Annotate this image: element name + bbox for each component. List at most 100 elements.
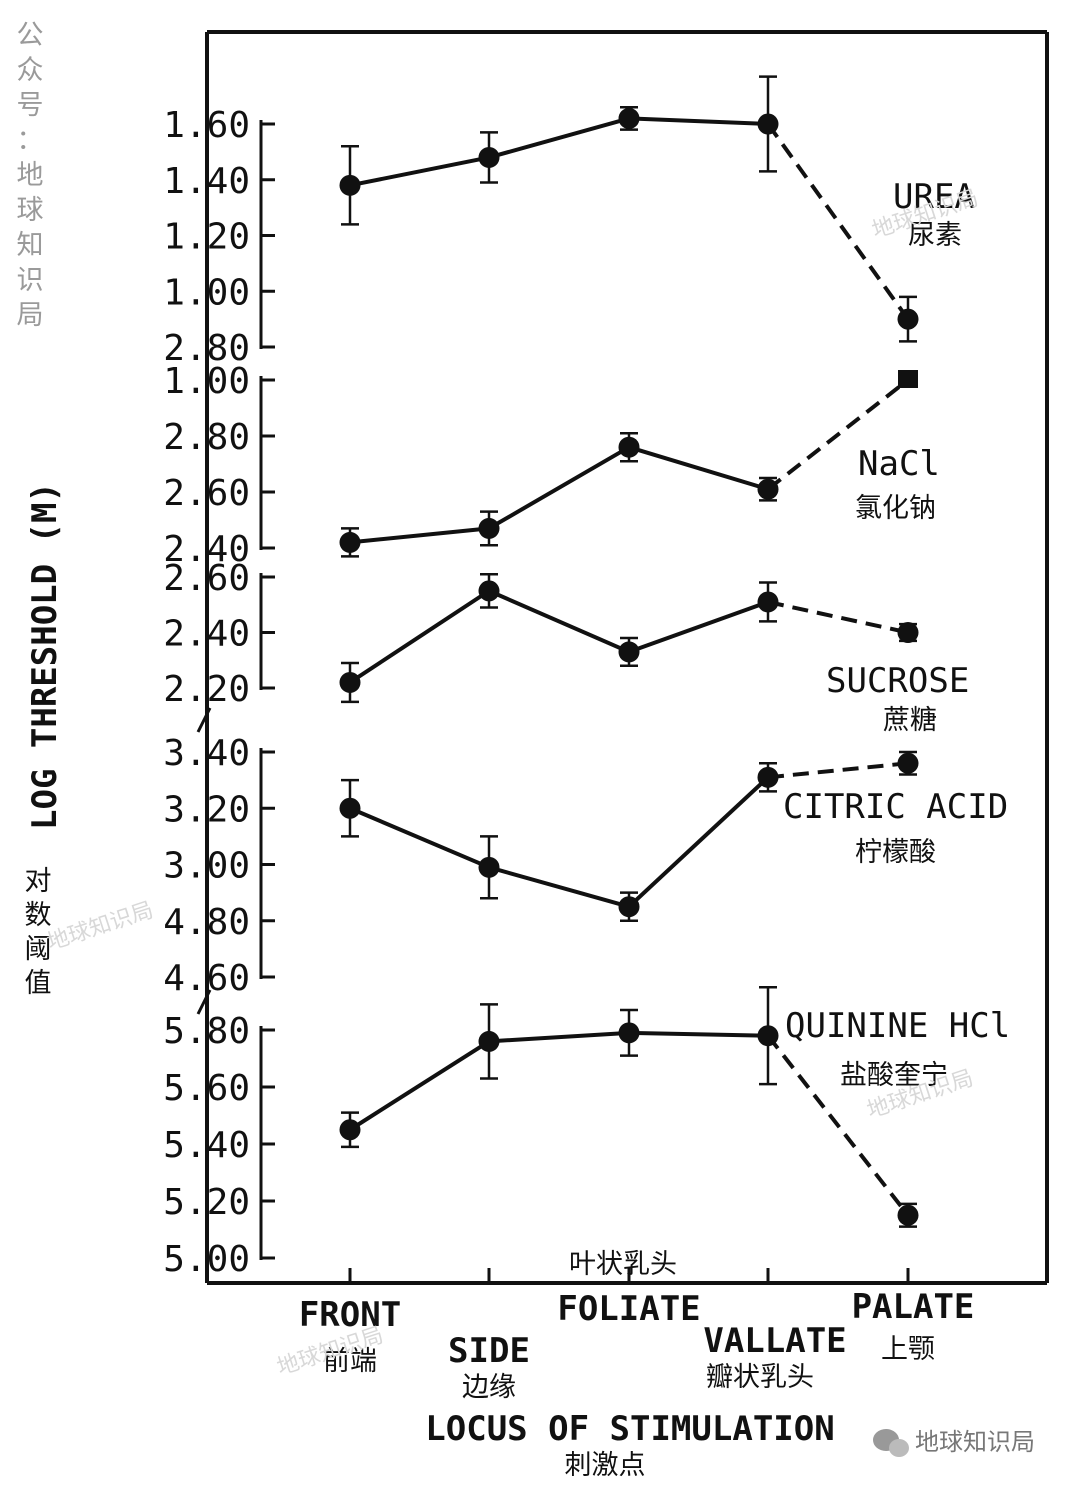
x-category-label: PALATE [852,1287,975,1327]
data-point [757,113,779,135]
y-tick-label: 1.00 [163,272,250,313]
data-point [478,580,500,602]
x-axis-title: LOCUS OF STIMULATION [425,1409,834,1449]
data-point [618,436,640,458]
data-point [339,671,361,693]
x-category-label-cn: 边缘 [462,1372,516,1403]
series-layer [339,75,919,1228]
x-category-label-cn: 上颚 [881,1334,935,1365]
x-category-label-cn: 瓣状乳头 [706,1362,814,1393]
series-label-cn: 氯化钠 [855,493,936,524]
x-axis-title-cn: 刺激点 [565,1450,646,1481]
series-segment-dashed [767,761,909,780]
series-label-cn: 盐酸奎宁 [840,1060,948,1091]
y-tick-label: 1.40 [163,161,250,202]
series-segment [628,600,769,654]
x-category-label-cn: 叶状乳头 [569,1249,677,1280]
inner-y-axes: 1.601.401.201.002.801.002.802.602.402.60… [163,105,275,1280]
series-segment [348,1039,491,1132]
y-axis-title: LOG THRESHOLD (M) [25,482,65,830]
data-point [757,591,779,613]
y-tick-label: 2.80 [163,417,250,458]
series-segment-dashed [766,378,910,491]
data-point [478,146,500,168]
wechat-icon [873,1429,909,1457]
series-label: NaCl [858,444,940,484]
data-point [478,517,500,539]
data-point [478,856,500,878]
data-point [757,766,779,788]
y-tick-label: 3.40 [163,733,250,774]
data-point [618,1022,640,1044]
series-segment [488,1030,630,1044]
y-tick-label: 5.80 [163,1011,250,1052]
series-label: SUCROSE [826,661,969,701]
y-tick-label: 2.40 [163,614,250,655]
series-segment [487,445,631,531]
data-point [618,641,640,663]
y-tick-label: 3.00 [163,846,250,887]
y-tick-label: 5.40 [163,1125,250,1166]
data-point [339,531,361,553]
series-label: QUININE HCl [785,1006,1010,1046]
y-tick-label: 3.20 [163,789,250,830]
side-watermark-char: 知 [17,230,44,261]
y-tick-label: 2.60 [163,473,250,514]
y-tick-label: 5.20 [163,1182,250,1223]
data-point [618,107,640,129]
x-category-label: VALLATE [703,1321,846,1361]
data-point [757,478,779,500]
side-watermark-char: 公 [17,20,44,51]
series-segment [348,589,491,685]
series-segment-dashed [766,1034,910,1217]
footer-brand-text: 地球知识局 [915,1428,1035,1456]
y-tick-label: 2.20 [163,669,250,710]
series-label-cn: 柠檬酸 [855,837,936,868]
data-point [478,1030,500,1052]
data-point [898,370,918,388]
y-tick-label: 2.80 [163,328,250,369]
series-label: UREA [893,177,975,217]
y-tick-label: 1.60 [163,105,250,146]
series-segment [628,116,769,126]
series-segment [627,775,770,909]
side-watermark-char: 地 [17,160,44,191]
x-category-label-cn: 前端 [323,1346,377,1377]
side-watermark-char: ： [17,125,44,156]
data-point [339,797,361,819]
y-tick-label: 1.20 [163,217,250,258]
series-label-cn: 蔗糖 [883,705,937,736]
y-axis-3: 2.60 2.40 2.20 [163,558,275,710]
x-category-label: FRONT [299,1295,401,1335]
series-2 [339,370,918,558]
y-tick-label: 4.60 [163,958,250,999]
data-point [897,622,919,643]
series-4 [339,750,919,922]
y-axis-5: 5.80 5.60 5.40 5.20 5.00 [163,1011,275,1280]
y-tick-label: 1.00 [163,361,250,402]
series-segment [488,116,630,160]
data-point [897,752,919,774]
series-5 [339,986,919,1228]
series-segment [628,445,769,492]
y-axis-title-cn-char: 阈 [25,934,52,965]
y-axis-4: 3.40 3.20 3.00 4.80 4.60 [163,733,275,999]
side-watermark-char: 众 [17,55,44,86]
series-3 [339,572,919,704]
y-tick-label: 2.40 [163,529,250,570]
series-label-cn: 尿素 [908,220,962,251]
series-segment [349,155,490,188]
footer-brand: 地球知识局 [873,1428,1035,1457]
series-label: CITRIC ACID [783,787,1008,827]
y-axis-title-cn-char: 值 [25,968,52,999]
data-point [618,896,640,918]
side-watermark-char: 球 [17,195,44,226]
side-watermark-char: 号 [17,90,44,121]
side-watermark: 公众号 ： 地球知识局 [17,20,44,331]
plot-frame [205,30,1049,1285]
y-tick-label: 5.60 [163,1068,250,1109]
data-point [897,1204,919,1226]
